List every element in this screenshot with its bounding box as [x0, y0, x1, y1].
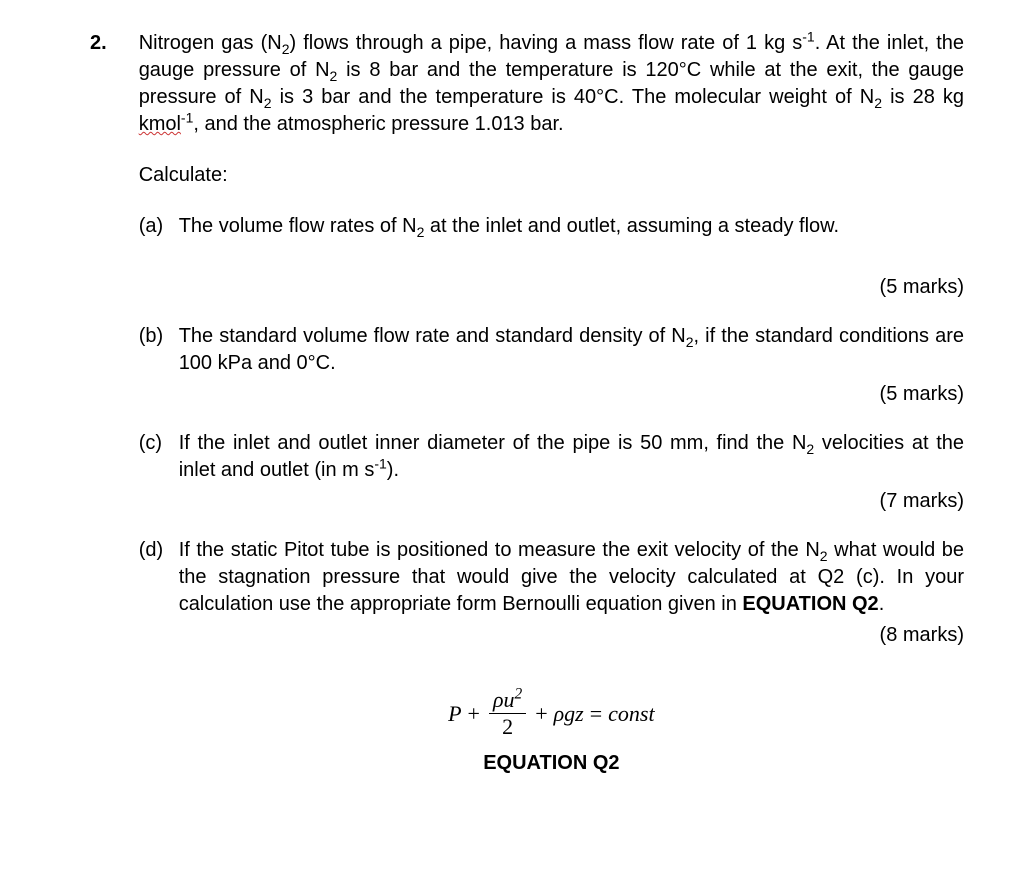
eq-plus-2: +	[535, 699, 547, 729]
question-part: (b) The standard volume flow rate and sta…	[139, 323, 964, 377]
equation-row: P + ρu2 2 + ρgz = const	[448, 689, 655, 738]
eq-const: const	[608, 699, 654, 729]
part-label: (c)	[139, 430, 169, 484]
question-part: (c) If the inlet and outlet inner diamete…	[139, 430, 964, 484]
part-text: If the static Pitot tube is positioned t…	[179, 537, 964, 618]
eq-plus-1: +	[468, 699, 480, 729]
eq-rho-g-z: ρgz	[554, 699, 584, 729]
question-container: 2. Nitrogen gas (N2) flows through a pip…	[90, 30, 964, 777]
part-marks: (8 marks)	[139, 622, 964, 649]
part-label: (d)	[139, 537, 169, 618]
eq-frac-den: 2	[498, 714, 517, 738]
part-marks: (7 marks)	[139, 488, 964, 515]
question-body: Nitrogen gas (N2) flows through a pipe, …	[139, 30, 964, 777]
part-marks: (5 marks)	[139, 381, 964, 408]
question-part: (a) The volume flow rates of N2 at the in…	[139, 213, 964, 240]
part-label: (a)	[139, 213, 169, 240]
calculate-label: Calculate:	[139, 162, 964, 189]
question-number: 2.	[90, 30, 107, 777]
equation-block: P + ρu2 2 + ρgz = const EQUATION Q2	[139, 689, 964, 777]
part-text: If the inlet and outlet inner diameter o…	[179, 430, 964, 484]
eq-frac-num: ρu2	[489, 689, 526, 714]
part-text: The standard volume flow rate and standa…	[179, 323, 964, 377]
question-part: (d) If the static Pitot tube is positione…	[139, 537, 964, 618]
eq-P: P	[448, 699, 461, 729]
eq-equals: =	[590, 699, 602, 729]
parts-list: (a) The volume flow rates of N2 at the in…	[139, 213, 964, 649]
question-intro: Nitrogen gas (N2) flows through a pipe, …	[139, 30, 964, 138]
eq-fraction: ρu2 2	[489, 689, 526, 738]
part-label: (b)	[139, 323, 169, 377]
part-marks: (5 marks)	[139, 274, 964, 301]
part-text: The volume flow rates of N2 at the inlet…	[179, 213, 964, 240]
equation-label: EQUATION Q2	[139, 750, 964, 777]
